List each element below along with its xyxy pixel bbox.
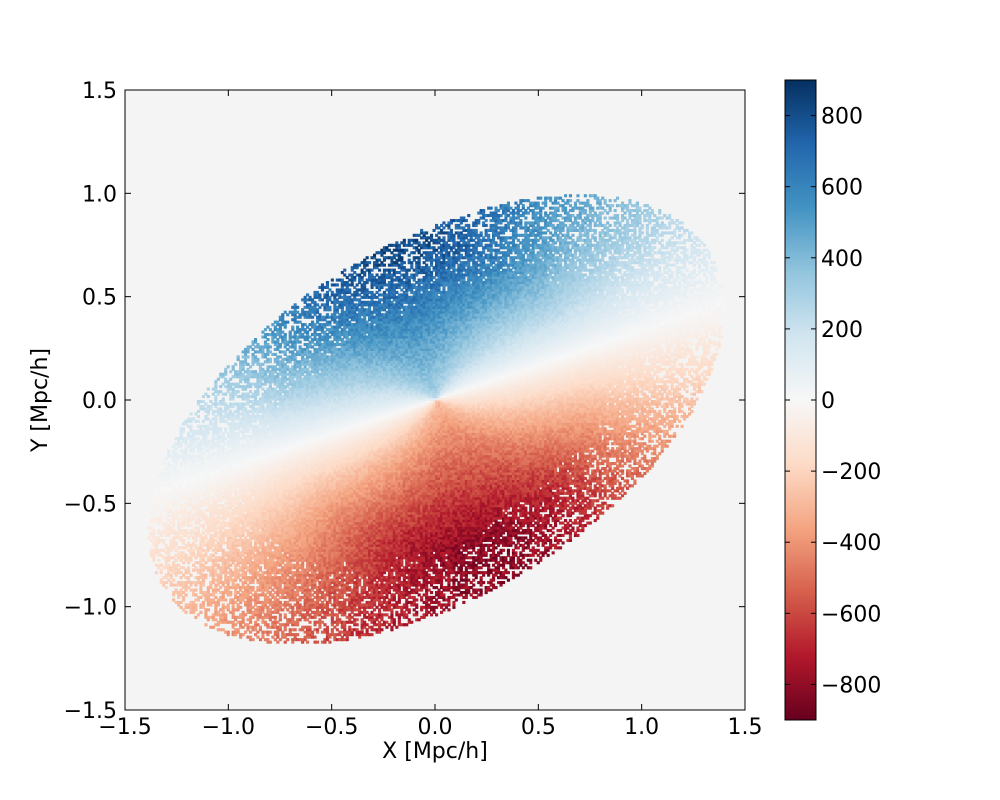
heatmap-cell <box>284 613 287 616</box>
heatmap-cell <box>160 517 163 520</box>
heatmap-cell <box>279 613 282 616</box>
heatmap-cell <box>160 499 163 502</box>
heatmap-cell <box>152 512 155 515</box>
heatmap-cell <box>299 341 302 344</box>
heatmap-cell <box>274 616 277 619</box>
heatmap-cell <box>170 477 173 480</box>
heatmap-cell <box>190 524 193 527</box>
heatmap-cell <box>190 412 193 415</box>
plot-area <box>125 90 745 710</box>
heatmap-cell <box>207 395 210 398</box>
heatmap-cell <box>199 611 202 614</box>
heatmap-cell <box>306 641 309 644</box>
heatmap-cell <box>172 579 175 582</box>
heatmap-cell <box>190 574 193 577</box>
heatmap-cell <box>197 420 200 423</box>
heatmap-cell <box>175 541 178 544</box>
heatmap-cell <box>252 638 255 641</box>
heatmap-cell <box>155 571 158 574</box>
heatmap-cell <box>219 427 222 430</box>
heatmap-cell <box>254 338 257 341</box>
heatmap-cell <box>207 608 210 611</box>
heatmap-cell <box>309 626 312 629</box>
heatmap-cell <box>194 603 197 606</box>
heatmap-cell <box>286 321 289 324</box>
heatmap-cell <box>234 363 237 366</box>
heatmap-cell <box>229 591 232 594</box>
heatmap-cell <box>190 425 193 428</box>
heatmap-cell <box>252 586 255 589</box>
heatmap-cell <box>162 539 165 542</box>
heatmap-cell <box>224 427 227 430</box>
heatmap-cell <box>157 504 160 507</box>
heatmap-cell <box>222 398 225 401</box>
heatmap-cell <box>269 345 272 348</box>
heatmap-cell <box>227 631 230 634</box>
heatmap-cell <box>194 589 197 592</box>
heatmap-cell <box>239 606 242 609</box>
heatmap-cell <box>197 415 200 418</box>
heatmap-cell <box>170 487 173 490</box>
heatmap-cell <box>152 529 155 532</box>
heatmap-cell <box>256 358 259 361</box>
heatmap-cell <box>269 631 272 634</box>
heatmap-cell <box>177 469 180 472</box>
heatmap-cell <box>266 338 269 341</box>
heatmap-cell <box>182 539 185 542</box>
heatmap-cell <box>286 638 289 641</box>
heatmap-cell <box>185 593 188 596</box>
heatmap-cell <box>291 326 294 329</box>
heatmap-cell <box>182 427 185 430</box>
heatmap-cell <box>296 306 299 309</box>
heatmap-cell <box>269 641 272 644</box>
heatmap-cell <box>160 512 163 515</box>
heatmap-cell <box>204 574 207 577</box>
heatmap-cell <box>296 633 299 636</box>
heatmap-cell <box>204 623 207 626</box>
heatmap-cell <box>207 388 210 391</box>
heatmap-cell <box>202 457 205 460</box>
heatmap-cell <box>294 628 297 631</box>
heatmap-cell <box>309 621 312 624</box>
heatmap-cell <box>284 333 287 336</box>
heatmap-cell <box>187 566 190 569</box>
heatmap-cell <box>165 586 168 589</box>
heatmap-cell <box>185 611 188 614</box>
heatmap-cell <box>259 626 262 629</box>
heatmap-cell <box>227 365 230 368</box>
heatmap-cell <box>224 598 227 601</box>
heatmap-cell <box>237 390 240 393</box>
heatmap-cell <box>167 450 170 453</box>
heatmap-cell <box>259 566 262 569</box>
heatmap-cell <box>157 559 160 562</box>
heatmap-cell <box>269 358 272 361</box>
heatmap-cell <box>162 462 165 465</box>
heatmap-cell <box>237 355 240 358</box>
heatmap-cell <box>224 613 227 616</box>
heatmap-cell <box>167 469 170 472</box>
heatmap-cell <box>247 355 250 358</box>
heatmap-cell <box>162 482 165 485</box>
